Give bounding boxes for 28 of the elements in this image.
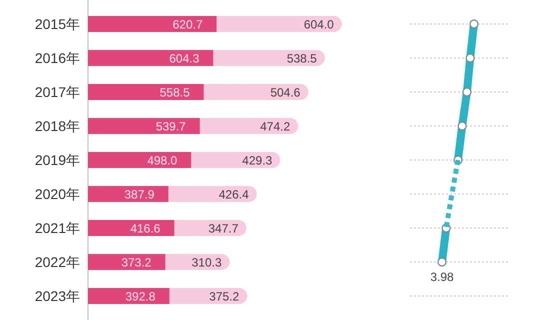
data-label: 375.2 [209, 290, 240, 304]
y-tick-label: 2021年 [34, 220, 80, 236]
data-label: 429.3 [242, 154, 273, 168]
y-tick-label: 2017年 [34, 84, 80, 100]
y-tick-label: 2016年 [34, 50, 80, 66]
data-label: 416.6 [130, 222, 161, 236]
data-label: 604.3 [169, 52, 200, 66]
y-tick-label: 2022年 [34, 254, 80, 270]
y-tick-label: 2015年 [34, 16, 80, 32]
y-tick-label: 2020年 [34, 186, 80, 202]
annotation: 3.98 [430, 270, 454, 284]
data-label: 474.2 [260, 120, 290, 134]
data-label: 392.8 [125, 290, 156, 304]
data-label: 387.9 [124, 188, 155, 202]
data-label: 498.0 [147, 154, 178, 168]
data-label: 373.2 [121, 256, 152, 270]
data-label: 538.5 [286, 52, 318, 66]
data-label: 347.7 [208, 222, 239, 236]
data-label: 504.6 [270, 86, 301, 100]
data-label: 539.7 [156, 120, 186, 134]
data-label: 310.3 [192, 256, 222, 270]
data-label: 620.7 [172, 18, 203, 32]
data-label: 558.5 [160, 86, 190, 100]
data-label: 604.0 [304, 18, 334, 32]
y-tick-label: 2019年 [34, 152, 80, 168]
y-tick-label: 2023年 [34, 288, 80, 304]
y-tick-label: 2018年 [34, 118, 80, 134]
data-label: 426.4 [218, 188, 250, 202]
